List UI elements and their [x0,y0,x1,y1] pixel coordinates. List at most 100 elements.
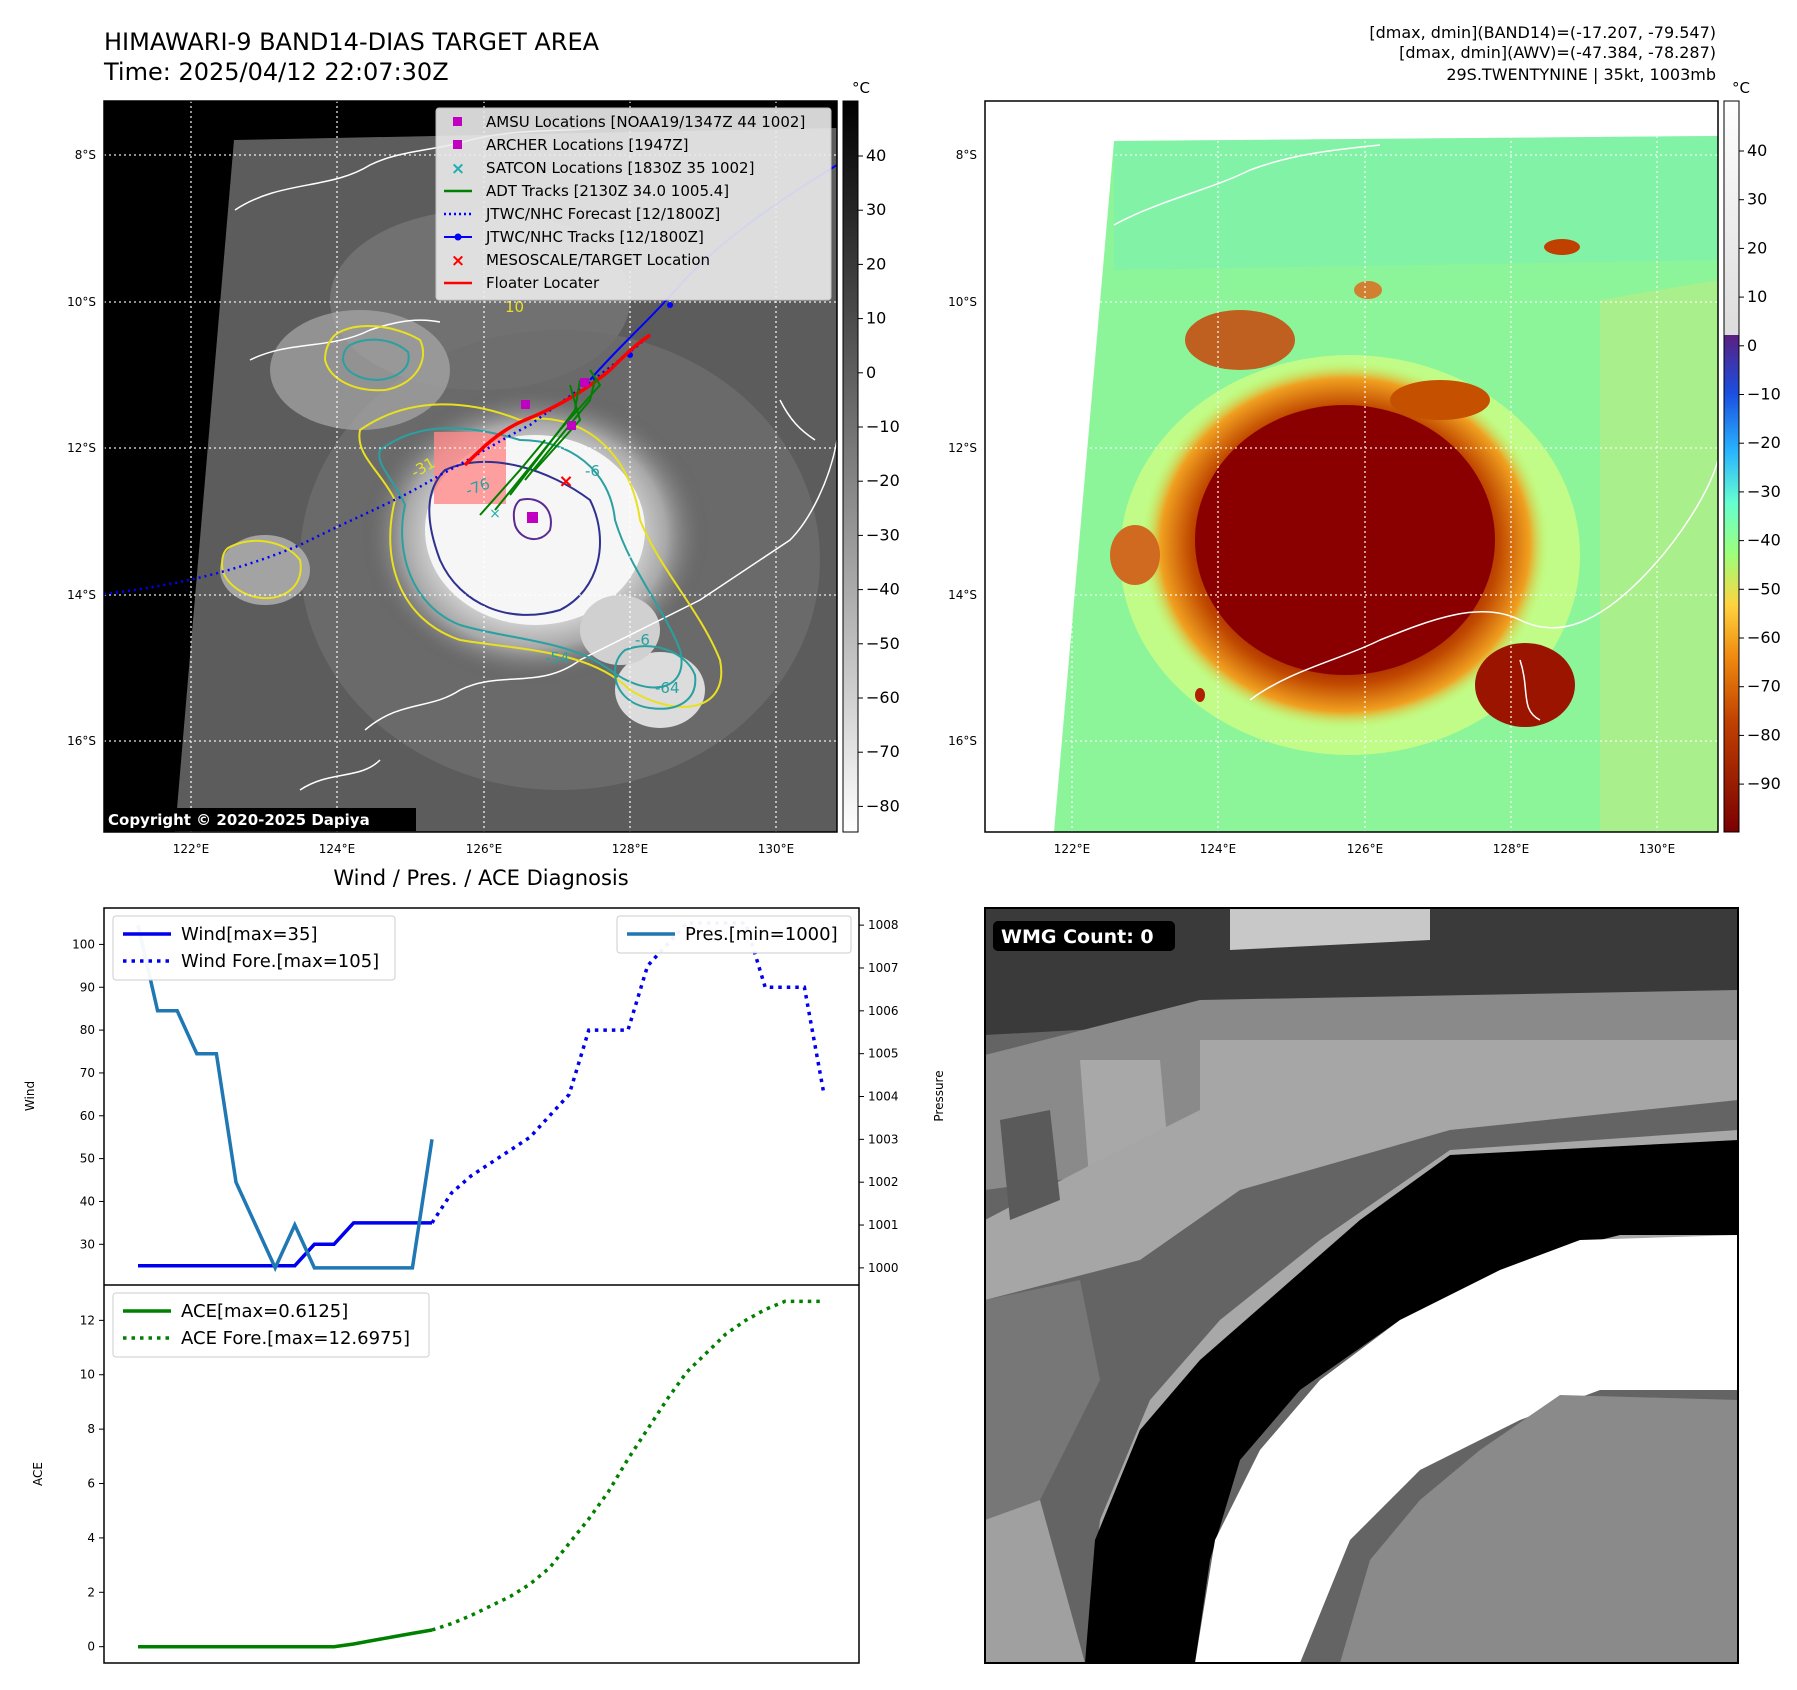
contour-label-3: -64 [655,679,680,697]
y2-tick-label: 1004 [868,1090,899,1104]
lat-label: 14°S [67,588,96,602]
chart-legend-label: ACE Fore.[max=12.6975] [181,1328,410,1349]
gray-colorbar [842,100,859,833]
copyright-text: Copyright © 2020-2025 Dapiya [108,811,370,829]
right-map-lat-labels: 8°S 10°S 12°S 14°S 16°S [948,148,977,748]
y-tick-label: 70 [80,1066,95,1080]
legend-marker-dot [454,233,462,241]
colorbar-tick-label: −70 [1747,677,1781,696]
lat-label: 16°S [948,734,977,748]
jtwc-forecast-track [104,334,651,596]
y-tick-label: 30 [80,1237,95,1251]
color-colorbar-ticks: 40 30 20 10 0 −10 −20 −30 −40 −50 −60 −70 −80 −90 [1739,141,1781,793]
y2-tick-label: 1003 [868,1132,899,1146]
chart-legend-label: Wind Fore.[max=105] [181,951,379,972]
colorbar-tick-label: 20 [866,254,886,273]
colorbar-tick-label: −50 [866,634,900,653]
dmax-awv-info: [dmax, dmin](AWV)=(-47.384, -78.287) [1399,43,1716,62]
y2-tick-label: 1005 [868,1047,899,1061]
colorbar-tick-label: −80 [866,796,900,815]
colorbar-tick-label: −10 [866,417,900,436]
contour-label-6: -6 [635,631,650,649]
colorbar-tick-label: 10 [1747,287,1767,306]
colorbar-tick-label: −20 [866,471,900,490]
color-colorbar-unit: °C [1732,79,1750,97]
colorbar-tick-label: −70 [866,742,900,761]
colorbar-tick-label: −60 [1747,628,1781,647]
lat-label: 10°S [948,295,977,309]
y-tick-label: 40 [80,1194,95,1208]
legend-marker-x: × [451,159,465,179]
lon-label: 122°E [1054,842,1091,856]
colorbar-tick-label: −50 [1747,579,1781,598]
colorbar-tick-label: −90 [1747,774,1781,793]
y2-tick-label: 1008 [868,918,899,932]
satcon-marker: × [489,506,501,522]
wind-axis-label: Wind [23,1081,37,1111]
legend-label: ARCHER Locations [1947Z] [486,136,689,154]
lon-label: 124°E [1200,842,1237,856]
colorbar-tick-label: 0 [1747,336,1757,355]
storm-info: 29S.TWENTYNINE | 35kt, 1003mb [1446,65,1716,84]
colorbar-tick-label: 30 [1747,190,1767,209]
colorbar-tick-label: −60 [866,688,900,707]
chart-legend-label: Wind[max=35] [181,924,318,945]
y-tick-label: 90 [80,980,95,994]
pressure-axis-label: Pressure [932,1070,946,1121]
colorbar-tick-label: 40 [1747,141,1767,160]
legend-label: MESOSCALE/TARGET Location [486,251,710,269]
series-line [430,921,826,1224]
floater-track [463,333,651,467]
lon-label: 128°E [1493,842,1530,856]
contour-label-2: -54 [545,649,570,667]
plot-area [138,1299,824,1649]
lon-label: 130°E [758,842,795,856]
wmg-count-badge [993,921,1175,951]
target-marker: × [558,471,573,492]
series-line [136,924,434,1273]
chart-legend-box [112,915,396,981]
y-tick-label: 0 [87,1640,95,1654]
legend-marker-x: × [451,251,465,271]
lat-label: 8°S [956,148,977,162]
series-line [431,1299,824,1632]
chart-legend-label: Pres.[min=1000] [685,924,838,945]
legend-label: ADT Tracks [2130Z 34.0 1005.4] [486,182,729,200]
y2-tick-label: 1006 [868,1004,899,1018]
colorbar-tick-label: −40 [1747,531,1781,550]
y2-tick-label: 1001 [868,1218,899,1232]
diagnosis-title: Wind / Pres. / ACE Diagnosis [333,866,628,890]
series-line [138,1221,432,1268]
colorbar-tick-label: −10 [1747,385,1781,404]
wind-pressure-plot: 30 40 50 60 70 80 90 100 1000 1001 1002 1003 1004 100… [72,915,899,1275]
lat-label: 8°S [75,148,96,162]
colorbar-tick-label: −40 [866,580,900,599]
y-tick-label: 8 [87,1422,95,1436]
gray-colorbar-ticks: 40 30 20 10 0 −10 −20 −30 −40 −50 −60 −70 −80 [858,146,900,815]
dmax-band14-info: [dmax, dmin](BAND14)=(-17.207, -79.547) [1369,23,1716,42]
colorbar-tick-label: −80 [1747,725,1781,744]
y-tick-label: 50 [80,1152,95,1166]
figure-time: Time: 2025/04/12 22:07:30Z [103,58,449,86]
colorbar-tick-label: −30 [866,525,900,544]
chart-legend-box [616,915,852,954]
adt-tracks [479,369,602,516]
colorbar-tick-label: 30 [866,200,886,219]
series-line [138,1628,433,1649]
y-tick-label: 6 [87,1477,95,1491]
y-tick-label: 4 [87,1531,95,1545]
lon-label: 126°E [1347,842,1384,856]
y-tick-label: 60 [80,1109,95,1123]
colorbar-tick-label: −30 [1747,482,1781,501]
legend-label: JTWC/NHC Forecast [12/1800Z] [485,205,720,223]
left-map-lat-labels: 8°S 10°S 12°S 14°S 16°S [67,148,96,748]
legend-marker-square [453,117,462,126]
map-legend: AMSU Locations [NOAA19/1347Z 44 1002] ARC… [435,107,832,301]
y2-tick-label: 1002 [868,1175,899,1189]
legend-marker-square [453,140,462,149]
wmg-panel: WMG Count: 0 [984,907,1739,1664]
contour-label-7: 10 [505,298,524,316]
chart-legend-label: ACE[max=0.6125] [181,1301,348,1322]
y-tick-label: 100 [72,937,95,951]
